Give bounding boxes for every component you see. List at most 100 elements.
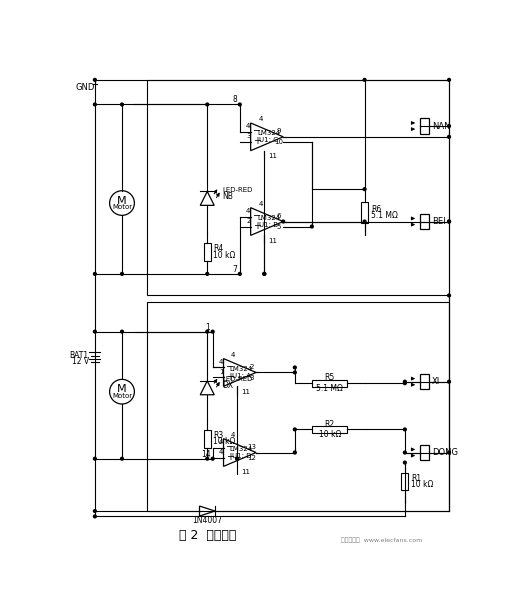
- Circle shape: [239, 273, 241, 275]
- Circle shape: [293, 366, 296, 369]
- Text: 6: 6: [276, 213, 281, 219]
- Circle shape: [239, 103, 241, 106]
- Text: 10 kΩ: 10 kΩ: [411, 480, 433, 489]
- Text: U1: A: U1: A: [232, 373, 251, 378]
- Circle shape: [236, 457, 239, 460]
- Circle shape: [94, 79, 96, 81]
- Text: LED-RED: LED-RED: [222, 376, 252, 383]
- Text: 4: 4: [258, 116, 263, 122]
- Circle shape: [293, 428, 296, 431]
- Circle shape: [404, 382, 406, 384]
- Text: M: M: [117, 384, 127, 394]
- Circle shape: [236, 457, 239, 460]
- Bar: [420, 445, 429, 460]
- Text: 3: 3: [246, 133, 250, 139]
- Text: +: +: [253, 221, 261, 231]
- Text: 7: 7: [233, 265, 238, 274]
- Circle shape: [206, 103, 208, 106]
- Circle shape: [121, 103, 123, 106]
- Text: R3: R3: [214, 431, 224, 440]
- Circle shape: [121, 457, 123, 460]
- Text: BAT1: BAT1: [69, 351, 89, 360]
- Circle shape: [448, 380, 450, 383]
- Text: 4: 4: [219, 359, 223, 365]
- Text: LM324: LM324: [230, 365, 253, 371]
- Text: 12: 12: [247, 455, 256, 461]
- Text: 5.1 MΩ: 5.1 MΩ: [316, 384, 343, 393]
- Bar: [361, 202, 368, 223]
- Text: DX: DX: [222, 381, 233, 390]
- Text: BEI: BEI: [432, 217, 446, 226]
- Circle shape: [94, 273, 96, 275]
- Circle shape: [121, 273, 123, 275]
- Circle shape: [448, 136, 450, 138]
- Text: 4: 4: [231, 432, 236, 438]
- Circle shape: [448, 79, 450, 81]
- Text: 8: 8: [233, 95, 238, 104]
- Text: 10: 10: [274, 139, 283, 145]
- Circle shape: [448, 294, 450, 297]
- Text: 9: 9: [276, 128, 281, 134]
- Circle shape: [211, 330, 214, 333]
- Bar: [312, 379, 347, 387]
- Circle shape: [404, 461, 406, 464]
- Circle shape: [263, 273, 266, 275]
- Bar: [147, 80, 449, 295]
- Text: 11: 11: [241, 389, 250, 395]
- Circle shape: [94, 510, 96, 513]
- Circle shape: [311, 225, 313, 228]
- Text: 4: 4: [258, 201, 263, 207]
- Text: R2: R2: [324, 419, 335, 429]
- Text: R4: R4: [214, 244, 224, 254]
- Text: −: −: [253, 211, 261, 221]
- Text: LM324: LM324: [257, 130, 280, 136]
- Text: R5: R5: [324, 373, 335, 383]
- Text: 10 kΩ: 10 kΩ: [214, 251, 236, 260]
- Text: R6: R6: [371, 204, 381, 214]
- Text: U1: B: U1: B: [259, 222, 278, 228]
- Text: LM324: LM324: [230, 446, 253, 452]
- Circle shape: [404, 380, 406, 383]
- Text: 12 V: 12 V: [72, 357, 89, 366]
- Text: 1: 1: [219, 369, 223, 375]
- Text: 1: 1: [205, 322, 211, 332]
- Text: 2: 2: [246, 218, 250, 224]
- Text: +: +: [226, 452, 234, 462]
- Circle shape: [404, 428, 406, 431]
- Text: −: −: [226, 441, 234, 452]
- Text: NAN: NAN: [432, 122, 451, 131]
- Circle shape: [404, 451, 406, 454]
- Circle shape: [94, 103, 96, 106]
- Circle shape: [363, 79, 366, 81]
- Circle shape: [363, 220, 366, 223]
- Circle shape: [206, 457, 208, 460]
- Circle shape: [448, 220, 450, 223]
- Text: Motor: Motor: [112, 204, 132, 210]
- Circle shape: [448, 451, 450, 454]
- Circle shape: [282, 220, 285, 223]
- Circle shape: [293, 451, 296, 454]
- Text: 2: 2: [249, 364, 253, 370]
- Text: 5.1 MΩ: 5.1 MΩ: [371, 211, 398, 220]
- Text: R1: R1: [411, 474, 421, 483]
- Circle shape: [94, 515, 96, 518]
- Text: +: +: [253, 136, 261, 146]
- Text: NB: NB: [222, 192, 233, 201]
- Bar: [312, 426, 347, 433]
- Text: 13: 13: [247, 444, 256, 450]
- Bar: [420, 374, 429, 389]
- Circle shape: [293, 371, 296, 374]
- Text: DONG: DONG: [432, 448, 458, 457]
- Text: −: −: [226, 362, 234, 371]
- Circle shape: [448, 125, 450, 128]
- Text: 图 2  控制电路: 图 2 控制电路: [178, 529, 236, 542]
- Text: 11: 11: [241, 468, 250, 475]
- Bar: [147, 301, 449, 511]
- Text: 1N4007: 1N4007: [192, 516, 222, 525]
- Bar: [420, 214, 429, 229]
- Text: XI: XI: [432, 377, 440, 386]
- Text: 4: 4: [231, 352, 236, 358]
- Text: 10 kΩ: 10 kΩ: [318, 430, 341, 439]
- Circle shape: [206, 330, 208, 333]
- Circle shape: [121, 330, 123, 333]
